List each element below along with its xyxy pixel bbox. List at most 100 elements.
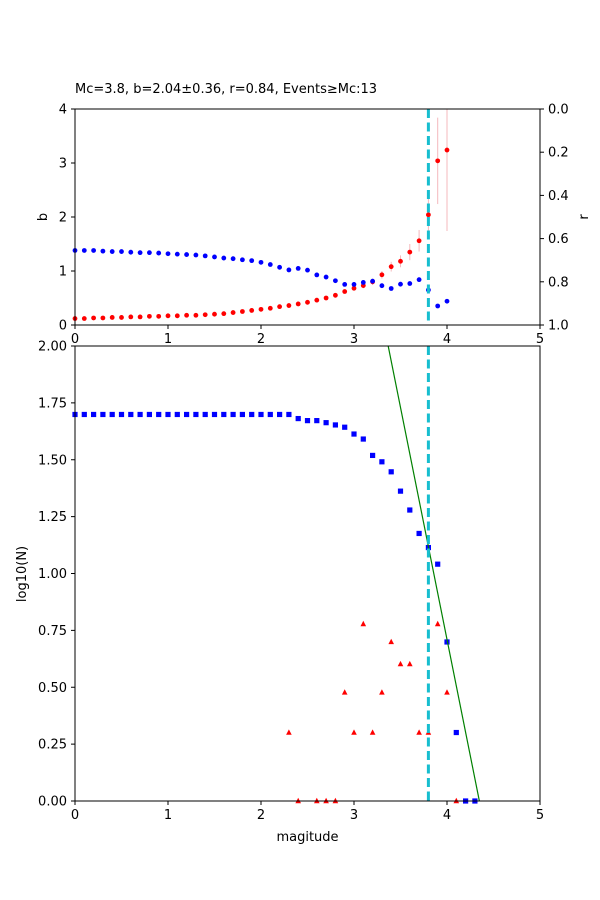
top-plot-frame: [74, 108, 541, 326]
cumulative-count-point: [360, 436, 366, 442]
bottom-y-tick-label: 2.00: [38, 340, 67, 355]
top-x-tick-label: 2: [257, 332, 265, 347]
b-value-point: [184, 312, 190, 318]
r-value-point: [212, 254, 217, 260]
cumulative-count-point: [416, 530, 422, 537]
b-value-point: [379, 272, 385, 278]
top-y-tick-label: 0: [59, 319, 67, 334]
cumulative-count-point: [453, 729, 459, 736]
r-value-point: [109, 249, 115, 254]
cumulative-count-point: [397, 488, 404, 494]
b-value-point: [426, 212, 431, 218]
r-value-point: [221, 255, 227, 261]
cumulative-count-point: [109, 411, 115, 418]
r-value-point: [388, 286, 394, 291]
cumulative-count-point: [286, 411, 292, 418]
b-value-point: [147, 313, 152, 319]
b-value-point: [435, 158, 441, 164]
top-x-tick-label: 3: [350, 332, 358, 347]
bottom-y-tick-label: 0.75: [38, 624, 67, 639]
chart-title: Mc=3.8, b=2.04±0.36, r=0.84, Events≥Mc:1…: [75, 82, 377, 97]
cumulative-count-point: [239, 411, 245, 418]
r-value-point: [156, 250, 162, 256]
r-value-point: [258, 259, 264, 265]
bottom-y-tick-label: 0.50: [38, 681, 67, 696]
r-value-point: [360, 280, 366, 285]
r-value-point: [351, 281, 357, 287]
r-value-point: [314, 272, 320, 278]
bottom-series-group: [72, 411, 478, 804]
r-value-point: [137, 250, 143, 256]
b-value-panel: Mc=3.8, b=2.04±0.36, r=0.84, Events≥Mc:1…: [36, 82, 592, 347]
r-value-point: [398, 281, 403, 287]
b-value-point: [174, 313, 180, 319]
top-x-tick-label: 1: [164, 332, 172, 347]
bottom-x-tick-label: 5: [536, 808, 544, 823]
bottom-x-tick-label: 1: [164, 808, 172, 823]
bottom-y-tick-label: 0.00: [38, 795, 67, 810]
top-y-axis-label: b: [36, 213, 51, 221]
r-value-point: [407, 281, 413, 286]
top-y-tick-label: 4: [59, 103, 67, 118]
bottom-y-tick-label: 1.00: [38, 567, 67, 582]
r-value-point: [370, 278, 375, 284]
bottom-x-tick-label: 0: [71, 808, 79, 823]
cumulative-count-point: [407, 507, 413, 513]
top-y2-tick-label: 0.2: [548, 146, 569, 161]
r-value-point: [165, 251, 171, 257]
top-y2-axis-label: r: [577, 214, 592, 220]
b-value-point: [109, 315, 115, 320]
r-value-point: [267, 262, 273, 267]
r-value-point: [305, 267, 310, 273]
bottom-axis-ticks: 0 1 2 3 4 5 0.00 0.25 0.50 0.75 1.00 1.25 1.50 1.75 2.…: [38, 340, 544, 824]
cumulative-count-point: [100, 411, 106, 418]
cumulative-count-point: [193, 411, 199, 418]
top-x-tick-label: 0: [71, 332, 79, 347]
cumulative-count-point: [332, 422, 338, 428]
top-y2-tick-label: 0.4: [548, 189, 569, 204]
b-value-point: [323, 295, 329, 301]
top-y2-tick-label: 1.0: [548, 319, 569, 334]
r-value-point: [240, 257, 245, 263]
r-value-point: [100, 248, 106, 254]
b-value-point: [221, 311, 227, 317]
b-value-point: [165, 313, 171, 319]
r-value-point: [128, 249, 134, 255]
bottom-x-tick-label: 3: [350, 808, 358, 823]
r-value-point: [295, 266, 301, 271]
b-value-point: [314, 297, 320, 303]
top-y-tick-label: 1: [59, 265, 67, 280]
b-value-point: [137, 314, 143, 320]
top-y2-tick-label: 0.6: [548, 232, 569, 247]
cumulative-count-point: [304, 418, 311, 424]
cumulative-count-point: [146, 411, 152, 418]
r-value-point: [277, 264, 282, 270]
b-value-point: [407, 249, 413, 255]
cumulative-count-point: [156, 411, 162, 418]
noncumulative-count-point: [286, 729, 292, 735]
bottom-plot-frame: [74, 345, 541, 802]
b-value-point: [100, 315, 106, 321]
bottom-y-axis-label: log10(N): [15, 546, 30, 602]
cumulative-count-point: [221, 411, 227, 418]
fit-line: [387, 345, 480, 802]
noncumulative-count-point: [388, 638, 394, 645]
cumulative-count-point: [267, 411, 273, 418]
top-y2-tick-label: 0.0: [548, 103, 569, 118]
b-value-point: [398, 258, 403, 264]
top-axis-ticks: 0 1 2 3 4 5 0 1 2 3 4 0.0 0.2 0.4 0.6 0.8 1.0: [59, 103, 569, 348]
cumulative-count-point: [388, 469, 394, 475]
cumulative-count-point: [137, 411, 143, 418]
cumulative-count-point: [370, 452, 376, 459]
cumulative-count-point: [91, 411, 97, 418]
cumulative-count-point: [184, 411, 190, 418]
b-value-point: [444, 147, 450, 153]
top-series-group: [72, 109, 450, 321]
r-value-point: [435, 303, 441, 309]
cumulative-count-point: [342, 424, 348, 430]
r-value-point: [184, 252, 190, 257]
cumulative-count-point: [258, 411, 264, 418]
bottom-y-tick-label: 0.25: [38, 738, 67, 753]
b-value-point: [267, 305, 273, 311]
